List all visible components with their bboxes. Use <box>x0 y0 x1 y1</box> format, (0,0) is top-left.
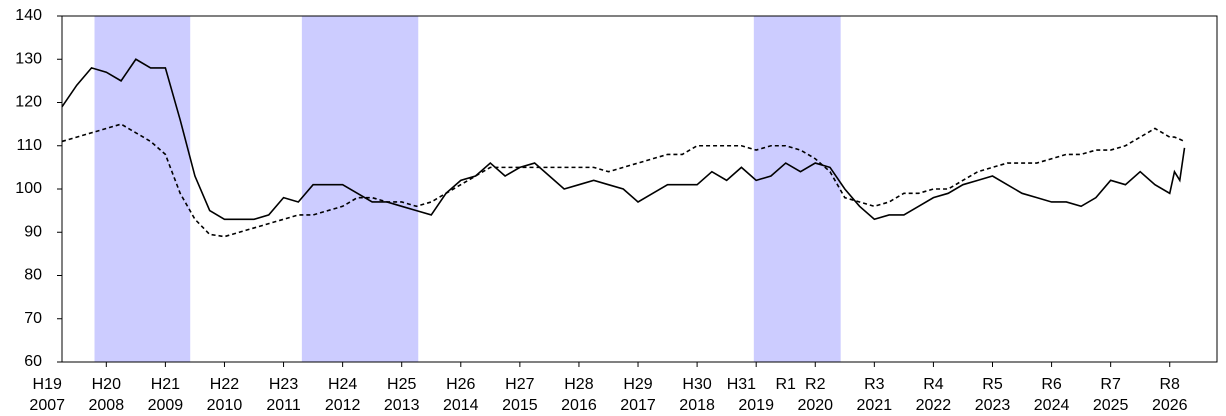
x-tick-label: 2026 <box>1152 397 1188 414</box>
x-tick-label: 2019 <box>738 397 774 414</box>
x-tick-label: 2012 <box>325 397 361 414</box>
y-tick-label: 120 <box>15 94 42 111</box>
era-label: H30 <box>682 376 711 393</box>
data-line <box>61 123 1185 238</box>
shaded-period <box>94 16 191 362</box>
era-label: R6 <box>1041 376 1062 393</box>
x-tick-label: 2014 <box>443 397 479 414</box>
x-tick-label: 2013 <box>384 397 420 414</box>
shaded-period <box>753 16 841 362</box>
era-label: H28 <box>564 376 593 393</box>
x-tick-label: 2023 <box>975 397 1011 414</box>
era-label: H20 <box>92 376 121 393</box>
era-label: H22 <box>210 376 239 393</box>
era-label: H26 <box>446 376 475 393</box>
x-tick-label: 2015 <box>502 397 538 414</box>
x-tick-label: 2017 <box>620 397 656 414</box>
y-tick-label: 140 <box>15 7 42 24</box>
era-label: H23 <box>269 376 298 393</box>
x-tick-label: 2008 <box>89 397 125 414</box>
era-label: R5 <box>982 376 1003 393</box>
y-tick-label: 130 <box>15 50 42 67</box>
era-label: H29 <box>623 376 652 393</box>
y-tick-label: 90 <box>24 223 42 240</box>
plot-frame <box>61 15 1218 363</box>
era-label: R2 <box>805 376 826 393</box>
x-tick-label: 2020 <box>797 397 833 414</box>
era-label: R8 <box>1160 376 1181 393</box>
y-tick-label: 80 <box>24 267 42 284</box>
x-tick-label: 2025 <box>1093 397 1129 414</box>
x-tick-label: 2009 <box>148 397 184 414</box>
x-tick-label: 2024 <box>1034 397 1070 414</box>
era-label: H19 <box>33 376 62 393</box>
era-label: H24 <box>328 376 357 393</box>
data-line <box>61 58 1186 221</box>
shaded-period <box>301 16 419 362</box>
era-label: H21 <box>151 376 180 393</box>
era-label: H27 <box>505 376 534 393</box>
x-tick-label: 2022 <box>916 397 952 414</box>
y-tick-label: 100 <box>15 180 42 197</box>
era-label: R7 <box>1100 376 1121 393</box>
era-label: H31 <box>727 376 756 393</box>
x-tick-label: 2007 <box>29 397 65 414</box>
x-tick-label: 2010 <box>207 397 243 414</box>
x-tick-label: 2011 <box>266 397 301 414</box>
x-tick-label: 2018 <box>679 397 715 414</box>
x-tick-label: 2016 <box>561 397 597 414</box>
y-tick-label: 60 <box>24 353 42 370</box>
era-label: R1 <box>775 376 796 393</box>
era-label: R3 <box>864 376 885 393</box>
y-tick-label: 110 <box>16 137 42 154</box>
y-tick-label: 70 <box>24 310 42 327</box>
x-tick-label: 2021 <box>857 397 893 414</box>
era-label: H25 <box>387 376 416 393</box>
era-label: R4 <box>923 376 944 393</box>
